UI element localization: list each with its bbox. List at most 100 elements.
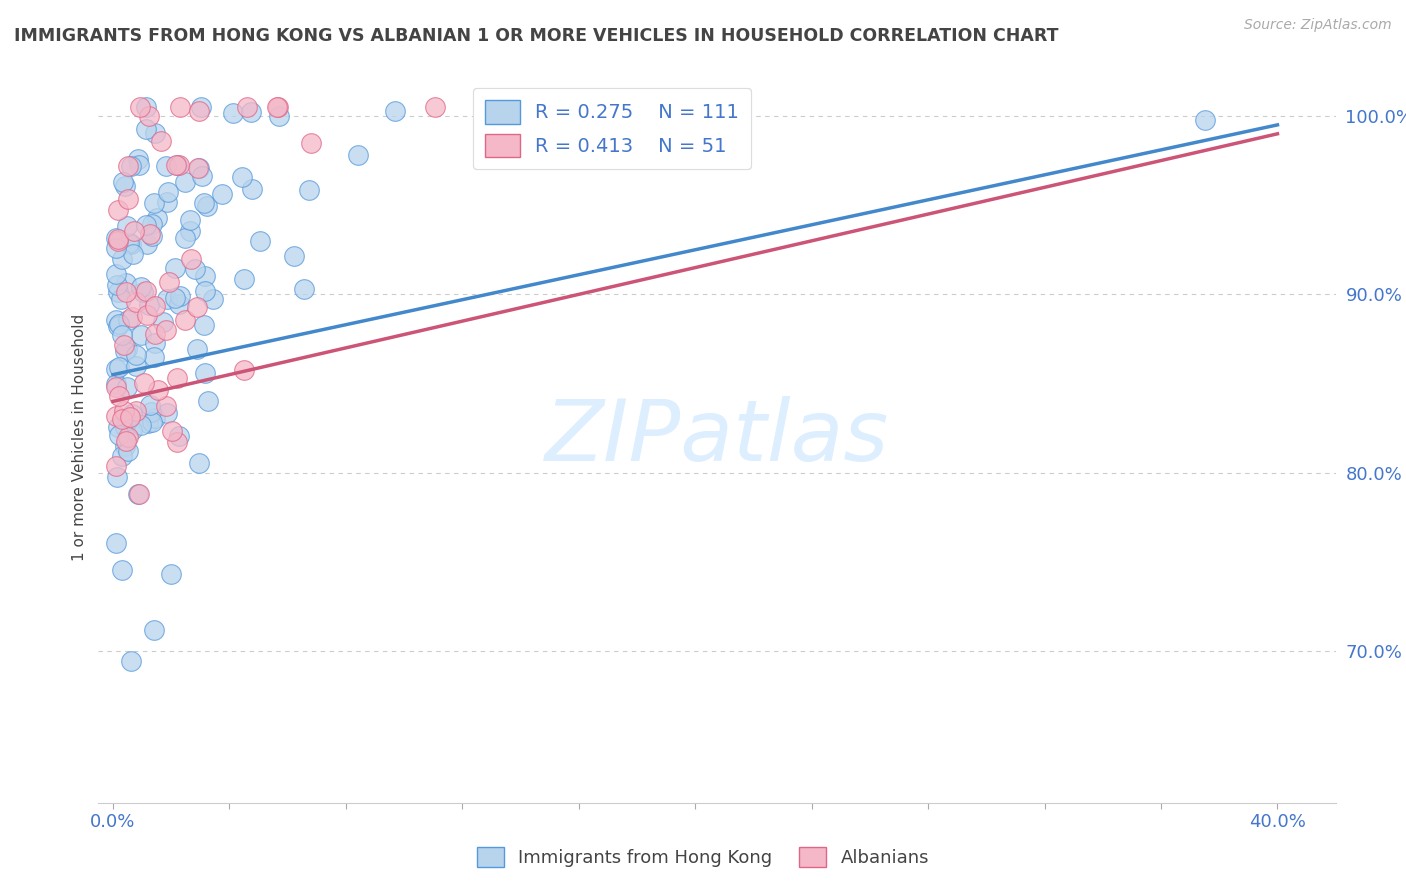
Point (114, 439, 136, 453)
Point (169, 100, 191, 114)
Point (166, 158, 188, 172)
Point (193, 318, 215, 332)
Point (121, 408, 143, 422)
Point (129, 279, 152, 293)
Point (111, 175, 134, 189)
Point (143, 327, 166, 342)
Point (384, 104, 406, 119)
Point (117, 192, 139, 206)
Point (114, 419, 136, 434)
Point (143, 623, 166, 637)
Point (188, 104, 211, 119)
Point (188, 456, 211, 470)
Point (111, 411, 134, 425)
Point (128, 487, 150, 501)
Point (117, 413, 139, 427)
Point (152, 315, 174, 329)
Point (141, 415, 163, 429)
Point (190, 169, 212, 184)
Point (115, 219, 138, 233)
Point (231, 169, 253, 184)
Point (115, 276, 138, 290)
Point (249, 234, 271, 248)
Point (111, 328, 134, 343)
Legend: R = 0.275    N = 111, R = 0.413    N = 51: R = 0.275 N = 111, R = 0.413 N = 51 (474, 88, 751, 169)
Point (139, 398, 162, 412)
Point (127, 152, 149, 166)
Point (107, 318, 129, 332)
Point (129, 327, 152, 342)
Point (104, 231, 127, 245)
Point (118, 236, 141, 251)
Point (115, 342, 138, 356)
Point (194, 366, 217, 380)
Point (190, 100, 212, 114)
Point (166, 435, 188, 450)
Point (155, 399, 177, 413)
Point (240, 182, 263, 196)
Point (125, 294, 148, 309)
Point (107, 285, 129, 299)
Point (298, 183, 321, 197)
Point (163, 291, 186, 305)
Point (104, 536, 127, 550)
Point (155, 159, 177, 173)
Point (143, 351, 166, 365)
Point (146, 383, 169, 397)
Point (107, 203, 129, 218)
Point (120, 654, 142, 668)
Point (135, 100, 157, 114)
Point (108, 359, 131, 374)
Point (186, 300, 208, 314)
Point (111, 252, 134, 266)
Point (211, 186, 233, 201)
Point (136, 309, 159, 323)
Point (125, 403, 148, 417)
Point (125, 359, 148, 373)
Point (174, 312, 197, 326)
Point (127, 486, 149, 500)
Point (139, 405, 162, 419)
Point (145, 211, 167, 226)
Point (143, 335, 166, 350)
Point (156, 195, 179, 210)
Point (160, 566, 183, 581)
Point (104, 458, 127, 473)
Point (169, 289, 191, 303)
Point (169, 429, 191, 443)
Point (135, 122, 157, 136)
Point (121, 246, 143, 260)
Point (111, 563, 134, 577)
Point (104, 409, 127, 424)
Point (267, 109, 290, 123)
Point (135, 218, 157, 232)
Point (160, 424, 183, 438)
Point (155, 292, 177, 306)
Text: ZIPatlas: ZIPatlas (546, 395, 889, 479)
Point (122, 224, 145, 238)
Text: Source: ZipAtlas.com: Source: ZipAtlas.com (1244, 18, 1392, 32)
Point (138, 298, 160, 312)
Point (114, 434, 136, 448)
Point (136, 416, 159, 430)
Point (104, 241, 127, 255)
Point (121, 310, 143, 325)
Point (110, 292, 132, 306)
Point (180, 252, 202, 266)
Point (163, 261, 186, 276)
Point (184, 261, 207, 276)
Point (174, 175, 197, 189)
Point (236, 100, 259, 114)
Point (104, 362, 127, 376)
Point (142, 195, 165, 210)
Point (141, 228, 163, 243)
Point (105, 277, 128, 292)
Y-axis label: 1 or more Vehicles in Household: 1 or more Vehicles in Household (72, 313, 87, 561)
Text: IMMIGRANTS FROM HONG KONG VS ALBANIAN 1 OR MORE VEHICLES IN HOUSEHOLD CORRELATIO: IMMIGRANTS FROM HONG KONG VS ALBANIAN 1 … (14, 27, 1059, 45)
Point (301, 136, 323, 150)
Point (179, 224, 201, 238)
Point (117, 444, 139, 458)
Point (117, 159, 139, 173)
Point (187, 161, 209, 175)
Point (128, 158, 150, 172)
